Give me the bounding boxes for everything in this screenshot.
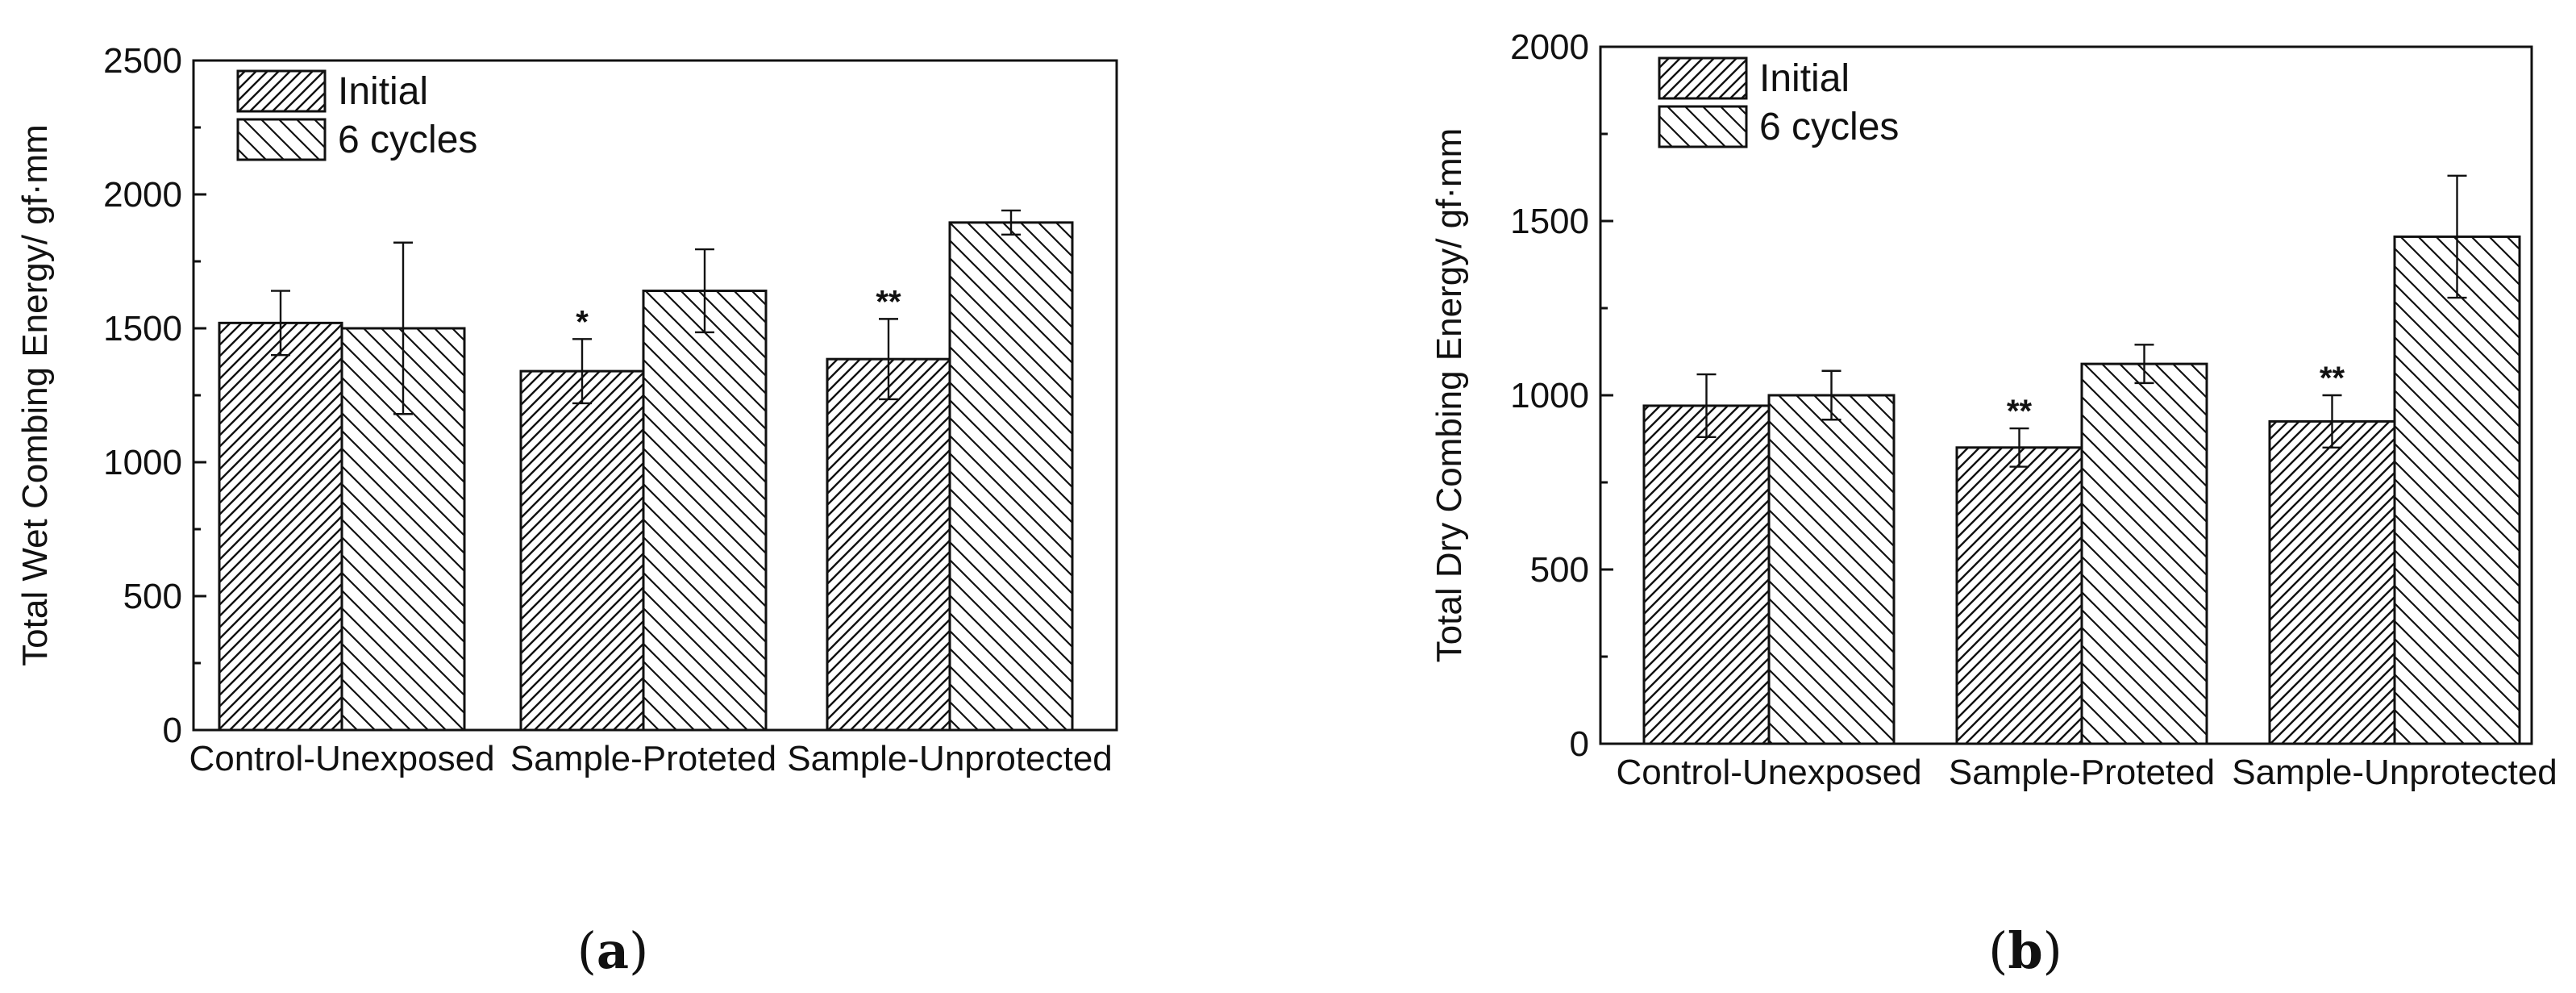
panel-label-a: (a) xyxy=(577,921,649,980)
panel-label-b: (b) xyxy=(1988,921,2062,980)
legend-label-6-cycles: 6 cycles xyxy=(1759,106,1899,148)
x-tick-label: Sample-Unprotected xyxy=(787,739,1113,778)
x-tick-label: Control-Unexposed xyxy=(189,739,494,778)
y-tick-label: 2500 xyxy=(103,41,182,81)
legend-label-initial: Initial xyxy=(1759,57,1850,100)
y-tick-label: 2000 xyxy=(1510,27,1589,67)
y-tick-label: 500 xyxy=(123,577,182,616)
panel-b: 0 500 1000 1500 2000 Total Dry Combing Energy… xyxy=(1429,27,2557,980)
legend-label-initial: Initial xyxy=(338,70,428,113)
panel-label-a-letter: a xyxy=(597,921,629,980)
significance-label: ** xyxy=(2320,361,2345,396)
significance-label: ** xyxy=(876,284,901,319)
y-tick-label: 0 xyxy=(1570,724,1589,764)
bar-6-cycles xyxy=(2080,362,2208,745)
bar-initial xyxy=(826,357,951,732)
y-tick-label: 1000 xyxy=(103,443,182,482)
legend-swatch-6-cycles xyxy=(1658,105,1748,148)
significance-label: ** xyxy=(2007,394,2033,429)
bar-initial xyxy=(218,321,343,732)
y-tick-label: 0 xyxy=(163,711,182,750)
legend-swatch-initial xyxy=(236,69,327,113)
plot-area-a: 0 500 1000 1500 2000 2500 Total Wet Combing En… xyxy=(15,41,1118,778)
y-tick-label: 2000 xyxy=(103,175,182,215)
bar-initial xyxy=(1642,404,1771,745)
panel-label-b-letter: b xyxy=(2008,921,2042,980)
y-tick-label: 1500 xyxy=(103,309,182,348)
bar-6-cycles xyxy=(642,290,768,732)
legend-swatch-6-cycles xyxy=(236,118,327,161)
panel-a: 0 500 1000 1500 2000 2500 Total Wet Combing En… xyxy=(15,41,1118,980)
x-tick-label: Sample-Unprotected xyxy=(2232,753,2557,792)
x-tick-label: Sample-Proteted xyxy=(1949,753,2215,792)
y-tick-label: 1000 xyxy=(1510,376,1589,415)
bar-initial xyxy=(1955,446,2083,745)
bar-6-cycles xyxy=(948,221,1074,732)
y-axis-title: Total Wet Combing Energy/ gf·mm xyxy=(15,124,55,666)
bar-initial xyxy=(2268,419,2396,745)
y-tick-label: 500 xyxy=(1530,550,1589,590)
bar-6-cycles xyxy=(2393,235,2521,745)
significance-label: * xyxy=(576,304,589,340)
x-tick-label: Control-Unexposed xyxy=(1616,753,1921,792)
y-tick-label: 1500 xyxy=(1510,202,1589,241)
plot-area-b: 0 500 1000 1500 2000 Total Dry Combing Energy… xyxy=(1429,27,2557,792)
y-axis-title: Total Dry Combing Energy/ gf·mm xyxy=(1429,128,1469,663)
legend-label-6-cycles: 6 cycles xyxy=(338,119,477,161)
bar-6-cycles xyxy=(1767,394,1896,745)
x-tick-label: Sample-Proteted xyxy=(510,739,776,778)
bar-initial xyxy=(519,369,645,732)
legend-swatch-initial xyxy=(1658,56,1748,100)
